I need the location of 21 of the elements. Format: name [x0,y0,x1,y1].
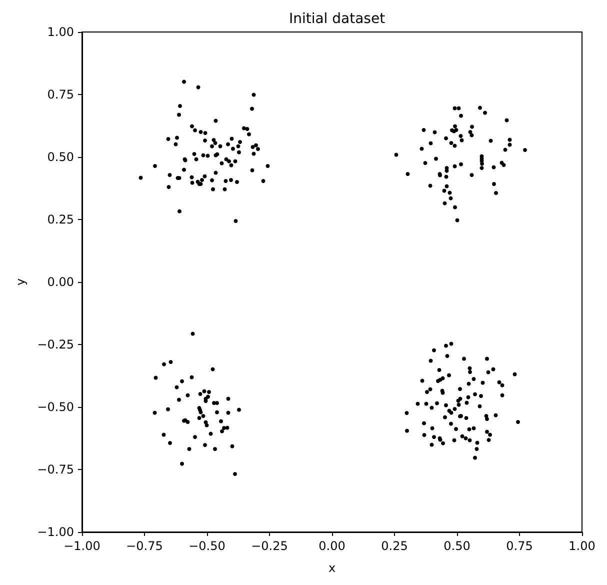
chart-title: Initial dataset [288,11,386,27]
y-tick-label: −1.00 [37,525,74,539]
x-tick-label: −1.00 [64,539,100,553]
y-tick-label: −0.50 [37,400,74,414]
y-tick-label: 0.25 [47,212,74,226]
y-tick-label: 0.50 [47,150,74,164]
x-tick-label: −0.50 [188,539,226,553]
y-axis-title: y [13,278,28,286]
y-tick-label: 1.00 [47,25,74,39]
y-tick-label: −0.25 [37,338,74,352]
x-tick-label: 0.00 [318,539,346,553]
x-tick-label: −0.75 [126,539,163,553]
x-tick-label: 1.00 [568,539,596,553]
x-tick-label: 0.75 [506,539,533,553]
y-tick-label: 0.00 [47,275,74,289]
x-axis-title: x [328,561,336,575]
x-tick-label: 0.50 [444,539,470,553]
y-tick-label: 0.75 [47,88,74,102]
y-tick-label: −0.75 [37,462,74,476]
x-tick-label: 0.25 [381,539,408,553]
x-tick-label: −0.25 [251,539,288,553]
